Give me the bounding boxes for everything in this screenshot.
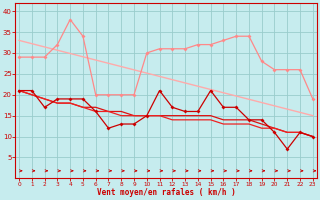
X-axis label: Vent moyen/en rafales ( km/h ): Vent moyen/en rafales ( km/h ) [97, 188, 235, 197]
